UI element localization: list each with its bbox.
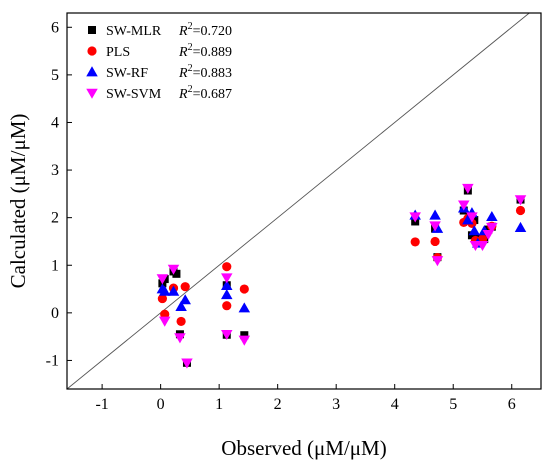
- legend-series-name: SW-RF: [106, 66, 148, 81]
- data-point: [476, 240, 489, 252]
- data-point: [514, 195, 527, 206]
- data-point: [429, 209, 441, 220]
- data-point: [176, 316, 186, 327]
- legend-marker: [87, 46, 97, 56]
- data-point: [238, 335, 251, 346]
- data-point: [174, 333, 186, 344]
- series-sw-svm: [156, 183, 527, 369]
- reference-line: [66, 12, 530, 390]
- legend-item: SW-SVM R2=0.687: [86, 84, 232, 102]
- data-point: [462, 214, 474, 225]
- legend-marker: [86, 88, 98, 99]
- x-tick-label: -1: [95, 396, 108, 413]
- x-tick-label: 1: [215, 396, 223, 413]
- data-point: [431, 256, 444, 267]
- legend-r2: R2=0.687: [178, 84, 232, 102]
- y-tick-label: 5: [51, 67, 59, 84]
- y-tick-label: -1: [46, 352, 59, 369]
- data-point: [221, 279, 233, 291]
- data-point: [221, 273, 233, 284]
- legend-r2-value: =0.883: [193, 66, 232, 81]
- y-axis-title: Calculated (μM/μM): [6, 114, 30, 289]
- data-point: [430, 236, 440, 247]
- data-point: [486, 222, 498, 233]
- x-tick-label: 3: [332, 396, 340, 413]
- plot-frame: [66, 12, 542, 390]
- data-point: [175, 300, 187, 311]
- x-tick-label: 2: [274, 396, 282, 413]
- data-point: [515, 205, 526, 216]
- legend-r2-label: R: [178, 24, 188, 39]
- legend-item: SW-RF R2=0.883: [86, 63, 232, 81]
- series-sw-rf: [156, 202, 527, 313]
- data-points: [156, 183, 527, 369]
- data-point: [221, 329, 233, 341]
- y-tick-label: 1: [51, 257, 59, 274]
- legend-r2: R2=0.889: [178, 42, 232, 60]
- data-point: [514, 221, 527, 232]
- data-point: [158, 316, 171, 327]
- legend-r2-value: =0.687: [193, 87, 232, 102]
- data-point: [179, 294, 191, 305]
- legend-r2-value: =0.889: [193, 45, 232, 60]
- data-point: [156, 274, 169, 285]
- data-point: [410, 237, 420, 247]
- data-point: [167, 285, 180, 296]
- reference-line-layer: [66, 12, 530, 390]
- data-point: [172, 269, 181, 278]
- data-point: [468, 225, 481, 236]
- legend-r2: R2=0.883: [178, 63, 232, 81]
- data-point: [429, 221, 441, 232]
- legend-item: SW-MLR R2=0.720: [88, 21, 232, 39]
- y-tick-label: 6: [51, 19, 59, 36]
- y-tick-label: 3: [51, 162, 59, 179]
- legend-r2: R2=0.720: [178, 21, 232, 39]
- legend-r2-superscript: 2: [188, 42, 193, 53]
- x-tick-label: 4: [391, 396, 399, 413]
- x-tick-label: 0: [157, 396, 165, 413]
- legend-series-name: SW-SVM: [106, 87, 162, 102]
- x-axis-title: Observed (μM/μM): [221, 436, 386, 460]
- data-point: [466, 212, 478, 223]
- data-point: [160, 309, 170, 319]
- legend-r2-value: =0.720: [193, 24, 232, 39]
- data-point: [222, 262, 232, 272]
- data-point: [181, 358, 193, 369]
- data-point: [157, 293, 167, 304]
- legend-series-name: PLS: [106, 45, 130, 60]
- data-point: [221, 289, 233, 300]
- legend-item: PLS R2=0.889: [87, 42, 232, 60]
- legend-r2-label: R: [178, 45, 188, 60]
- data-point: [409, 212, 421, 223]
- legend-marker: [86, 66, 98, 77]
- data-point: [222, 301, 232, 311]
- data-point: [238, 302, 251, 313]
- data-point: [167, 264, 180, 275]
- legend-series-name: SW-MLR: [106, 24, 162, 39]
- data-point: [462, 183, 474, 194]
- legend-r2-label: R: [178, 87, 188, 102]
- data-point: [240, 331, 249, 340]
- x-tick-label: 6: [508, 396, 516, 413]
- y-tick-label: 2: [51, 210, 59, 227]
- legend-marker: [88, 26, 96, 34]
- data-point: [482, 230, 495, 241]
- data-point: [486, 210, 498, 222]
- y-tick-label: 0: [51, 305, 59, 322]
- data-point: [158, 285, 171, 296]
- data-point: [180, 282, 190, 292]
- y-tick-label: 4: [51, 114, 59, 131]
- legend-r2-superscript: 2: [188, 84, 193, 95]
- legend-r2-label: R: [178, 66, 188, 81]
- legend-r2-superscript: 2: [188, 63, 193, 74]
- axes: -1 0 1 2 3 4 5 6 -1 0 1 2 3 4 5 6: [46, 19, 516, 413]
- legend-r2-superscript: 2: [188, 21, 193, 32]
- data-point: [239, 284, 249, 294]
- x-tick-label: 5: [449, 396, 457, 413]
- data-point: [458, 200, 470, 211]
